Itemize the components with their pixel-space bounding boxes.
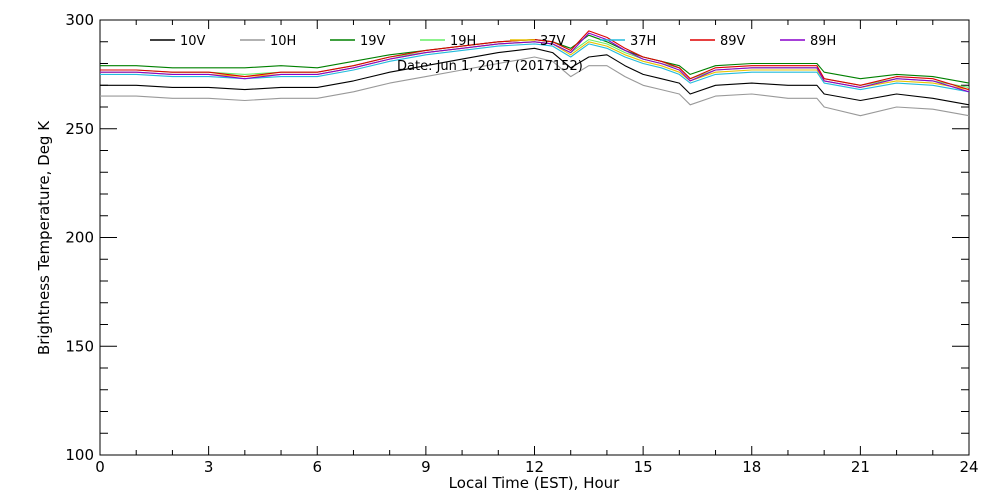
series-line-89v bbox=[100, 30, 970, 91]
legend-label-89v: 89V bbox=[720, 34, 746, 49]
date-annotation: Date: Jun 1, 2017 (2017152) bbox=[397, 59, 583, 74]
x-tick-label: 18 bbox=[742, 458, 761, 476]
x-tick-label: 9 bbox=[421, 458, 431, 476]
x-tick-label: 6 bbox=[312, 458, 322, 476]
legend-label-37h: 37H bbox=[630, 34, 656, 49]
x-tick-label: 24 bbox=[959, 458, 978, 476]
series-lines bbox=[100, 30, 970, 117]
y-tick-label: 200 bbox=[65, 229, 94, 247]
legend-label-19v: 19V bbox=[360, 34, 386, 49]
x-axis-ticks: 0 3 6 9 12 15 18 21 24 bbox=[95, 20, 979, 476]
y-tick-label: 250 bbox=[65, 120, 94, 138]
series-line-19v bbox=[100, 34, 970, 84]
y-axis-title: Brightness Temperature, Deg K bbox=[35, 120, 53, 355]
x-tick-label: 0 bbox=[95, 458, 105, 476]
x-axis-title: Local Time (EST), Hour bbox=[449, 474, 620, 492]
x-tick-label: 15 bbox=[634, 458, 653, 476]
legend-label-10v: 10V bbox=[180, 34, 206, 49]
y-tick-label: 300 bbox=[65, 11, 94, 29]
x-tick-label: 12 bbox=[525, 458, 544, 476]
x-tick-label: 3 bbox=[204, 458, 214, 476]
series-line-10h bbox=[100, 56, 970, 117]
series-line-37h bbox=[100, 43, 970, 93]
y-tick-label: 150 bbox=[65, 337, 94, 355]
y-tick-label: 100 bbox=[65, 446, 94, 464]
legend-label-19h: 19H bbox=[450, 34, 476, 49]
series-line-89h bbox=[100, 32, 970, 93]
legend-label-89h: 89H bbox=[810, 34, 836, 49]
y-axis-ticks: 100 150 200 250 300 bbox=[65, 11, 969, 464]
legend-label-10h: 10H bbox=[270, 34, 296, 49]
legend-label-37v: 37V bbox=[540, 34, 566, 49]
legend: 10V 10H 19V 19H 37V 37H 89V 89H bbox=[150, 34, 836, 49]
series-line-10v bbox=[100, 47, 970, 106]
x-tick-label: 21 bbox=[851, 458, 870, 476]
